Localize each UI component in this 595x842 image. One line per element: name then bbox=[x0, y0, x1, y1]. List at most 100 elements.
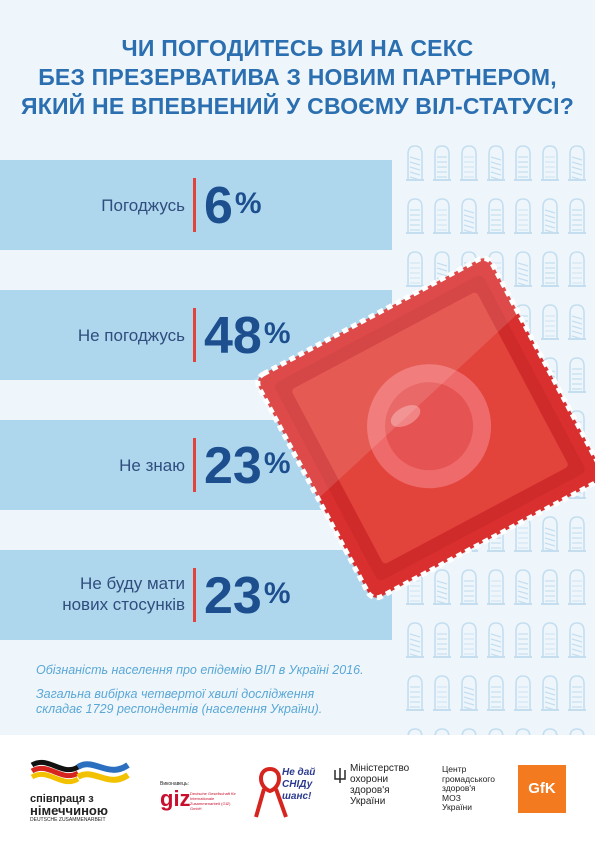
logo-text: здоров'я bbox=[442, 783, 476, 793]
condom-pattern-icon bbox=[488, 728, 504, 735]
answer-divider bbox=[193, 308, 196, 362]
percent-sign: % bbox=[234, 187, 262, 220]
percent-sign: % bbox=[263, 447, 291, 480]
gfk-logo: GfK bbox=[518, 765, 566, 813]
condom-pattern-icon bbox=[460, 569, 478, 605]
germany-cooperation-logo: співпраця з німеччиною DEUTSCHE ZUSAMMEN… bbox=[30, 793, 108, 824]
answer-divider bbox=[193, 178, 196, 232]
logo-text: України bbox=[442, 802, 472, 812]
logo-text: Центр bbox=[442, 764, 467, 774]
giz-description: Deutsche Gesellschaft für Internationale… bbox=[190, 791, 236, 811]
condom-pattern-icon bbox=[541, 569, 559, 605]
title-line-1: ЧИ ПОГОДИТЕСЬ ВИ НА СЕКС bbox=[121, 35, 474, 61]
answer-label-line-2: нових стосунків bbox=[62, 595, 185, 614]
ministry-logo: Міністерство охорони здоров'я України bbox=[350, 763, 409, 807]
public-health-center-logo: Центр громадського здоров'я МОЗ України bbox=[442, 764, 495, 813]
condom-pattern-icon bbox=[406, 198, 424, 234]
page-title: ЧИ ПОГОДИТЕСЬ ВИ НА СЕКС БЕЗ ПРЕЗЕРВАТИВ… bbox=[0, 34, 595, 121]
value-number: 23 bbox=[204, 437, 262, 495]
condom-wrapper-illustration bbox=[254, 254, 595, 601]
logo-text: України bbox=[350, 796, 386, 807]
condom-pattern-icon bbox=[568, 357, 586, 393]
logo-text: здоров'я bbox=[350, 785, 390, 796]
source-notes: Обізнаність населення про епідемію ВІЛ в… bbox=[36, 663, 364, 717]
logo-text: Міністерство bbox=[350, 763, 410, 774]
answer-label-no-relations: Не буду мати нових стосунків bbox=[20, 573, 185, 615]
value-number: 6 bbox=[204, 177, 233, 235]
condom-pattern-icon bbox=[514, 251, 532, 287]
condom-pattern-icon bbox=[460, 198, 478, 234]
condom-pattern-icon bbox=[487, 675, 505, 711]
condom-pattern-icon bbox=[514, 569, 532, 605]
condom-pattern-icon bbox=[568, 675, 586, 711]
logo-text: співпраця з bbox=[30, 793, 94, 805]
condom-pattern-icon bbox=[568, 304, 586, 340]
trident-icon bbox=[334, 768, 346, 783]
condom-pattern-icon bbox=[460, 675, 478, 711]
condom-pattern-icon bbox=[514, 198, 532, 234]
answer-value-no-relations: 23% bbox=[204, 570, 291, 622]
condom-pattern-icon bbox=[487, 622, 505, 658]
condom-pattern-icon bbox=[487, 569, 505, 605]
answer-band-agree bbox=[0, 160, 392, 250]
condom-pattern-icon bbox=[434, 728, 450, 735]
giz-logo: giz bbox=[160, 786, 191, 811]
note-line-1: Обізнаність населення про епідемію ВІЛ в… bbox=[36, 663, 364, 677]
answer-divider bbox=[193, 568, 196, 622]
answer-label-agree: Погоджусь bbox=[101, 196, 185, 215]
note-line-3: складає 1729 респондентів (населення Укр… bbox=[36, 702, 323, 716]
condom-pattern-icon bbox=[541, 304, 559, 340]
red-ribbon-icon bbox=[254, 766, 288, 818]
logo-text: охорони bbox=[350, 774, 389, 785]
giz-caption: Виконавець: bbox=[160, 781, 189, 787]
condom-pattern-icon bbox=[487, 145, 505, 181]
answer-value-unknown: 23% bbox=[204, 440, 291, 492]
condom-pattern-icon bbox=[541, 622, 559, 658]
percent-sign: % bbox=[263, 317, 291, 350]
logo-text: німеччиною bbox=[30, 803, 108, 818]
condom-pattern-icon bbox=[541, 198, 559, 234]
condom-pattern-icon bbox=[514, 622, 532, 658]
condom-pattern-icon bbox=[568, 516, 586, 552]
condom-pattern-icon bbox=[542, 728, 558, 735]
condom-pattern-icon bbox=[541, 516, 559, 552]
condom-pattern-icon bbox=[541, 145, 559, 181]
condom-pattern-icon bbox=[406, 675, 424, 711]
condom-pattern-icon bbox=[433, 675, 451, 711]
condom-pattern-icon bbox=[541, 251, 559, 287]
title-line-3: ЯКИЙ НЕ ВПЕВНЕНИЙ У СВОЄМУ ВІЛ-СТАТУСІ? bbox=[20, 93, 575, 119]
condom-pattern-icon bbox=[461, 728, 477, 735]
condom-pattern-icon bbox=[569, 728, 585, 735]
condom-pattern-icon bbox=[433, 569, 451, 605]
condom-pattern-icon bbox=[433, 622, 451, 658]
title-line-2: БЕЗ ПРЕЗЕРВАТИВА З НОВИМ ПАРТНЕРОМ, bbox=[38, 64, 557, 90]
logo-text: громадського bbox=[442, 773, 495, 784]
condom-pattern-icon bbox=[568, 569, 586, 605]
condom-pattern-icon bbox=[541, 675, 559, 711]
condom-pattern-icon bbox=[406, 251, 424, 287]
condom-pattern-icon bbox=[433, 145, 451, 181]
logo-text: МОЗ bbox=[442, 792, 461, 803]
answer-divider bbox=[193, 438, 196, 492]
answer-value-agree: 6% bbox=[204, 180, 262, 232]
value-number: 23 bbox=[204, 567, 262, 625]
condom-pattern-icon bbox=[568, 145, 586, 181]
answer-label-line-1: Не буду мати bbox=[80, 574, 185, 593]
condom-pattern-icon bbox=[515, 728, 531, 735]
condom-pattern-icon bbox=[460, 622, 478, 658]
condom-pattern-icon bbox=[433, 198, 451, 234]
condom-pattern-icon bbox=[407, 728, 423, 735]
campaign-logo-text: Не дай СНІДу шанс! bbox=[282, 767, 316, 802]
logo-text: DEUTSCHE ZUSAMMENARBEIT bbox=[30, 817, 106, 823]
condom-pattern-icon bbox=[406, 622, 424, 658]
condom-pattern-icon bbox=[568, 622, 586, 658]
condom-pattern-icon bbox=[568, 251, 586, 287]
condom-pattern-icon bbox=[514, 675, 532, 711]
value-number: 48 bbox=[204, 307, 262, 365]
note-line-2: Загальна вибірка четвертої хвилі дослідж… bbox=[36, 687, 315, 701]
condom-pattern-icon bbox=[487, 198, 505, 234]
answer-label-disagree: Не погоджусь bbox=[77, 326, 185, 345]
percent-sign: % bbox=[263, 577, 291, 610]
answer-value-disagree: 48% bbox=[204, 310, 291, 362]
